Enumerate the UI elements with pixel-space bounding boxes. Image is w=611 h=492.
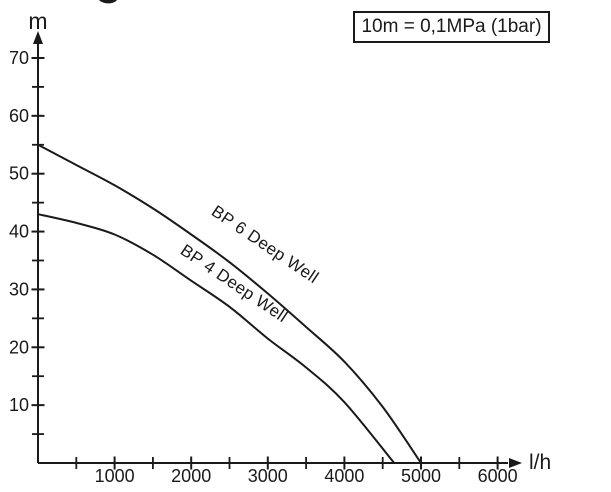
y-tick-label: 70 bbox=[9, 48, 29, 68]
axis-tick-labels: 1000 2000 3000 4000 5000 6000 10 20 30 40 50 60 70 bbox=[9, 48, 518, 486]
y-tick-label: 30 bbox=[9, 279, 29, 299]
axis-ticks bbox=[31, 56, 499, 470]
y-tick-label: 50 bbox=[9, 164, 29, 184]
x-tick-label: 6000 bbox=[478, 466, 518, 486]
x-tick-label: 2000 bbox=[171, 466, 211, 486]
x-axis-title: l/h bbox=[529, 451, 551, 474]
x-tick-label: 4000 bbox=[324, 466, 364, 486]
pump-curves bbox=[37, 143, 422, 464]
y-tick-label: 10 bbox=[9, 395, 29, 415]
curve-bp-6-deep-well bbox=[37, 143, 422, 464]
y-tick-label: 20 bbox=[9, 337, 29, 357]
y-axis-title: m bbox=[28, 8, 47, 34]
cropped-glyph-artifact bbox=[99, 0, 117, 4]
x-axis-arrow bbox=[509, 458, 522, 468]
x-tick-label: 3000 bbox=[248, 466, 288, 486]
curve-bp-4-deep-well bbox=[37, 213, 396, 464]
y-axis-arrow bbox=[33, 31, 43, 44]
x-tick-label: 5000 bbox=[401, 466, 441, 486]
y-tick-label: 60 bbox=[9, 106, 29, 126]
unit-conversion-box: 10m = 0,1MPa (1bar) bbox=[353, 11, 550, 43]
y-tick-label: 40 bbox=[9, 222, 29, 242]
axes bbox=[33, 31, 522, 468]
unit-conversion-text: 10m = 0,1MPa (1bar) bbox=[361, 16, 542, 37]
x-tick-label: 1000 bbox=[95, 466, 135, 486]
